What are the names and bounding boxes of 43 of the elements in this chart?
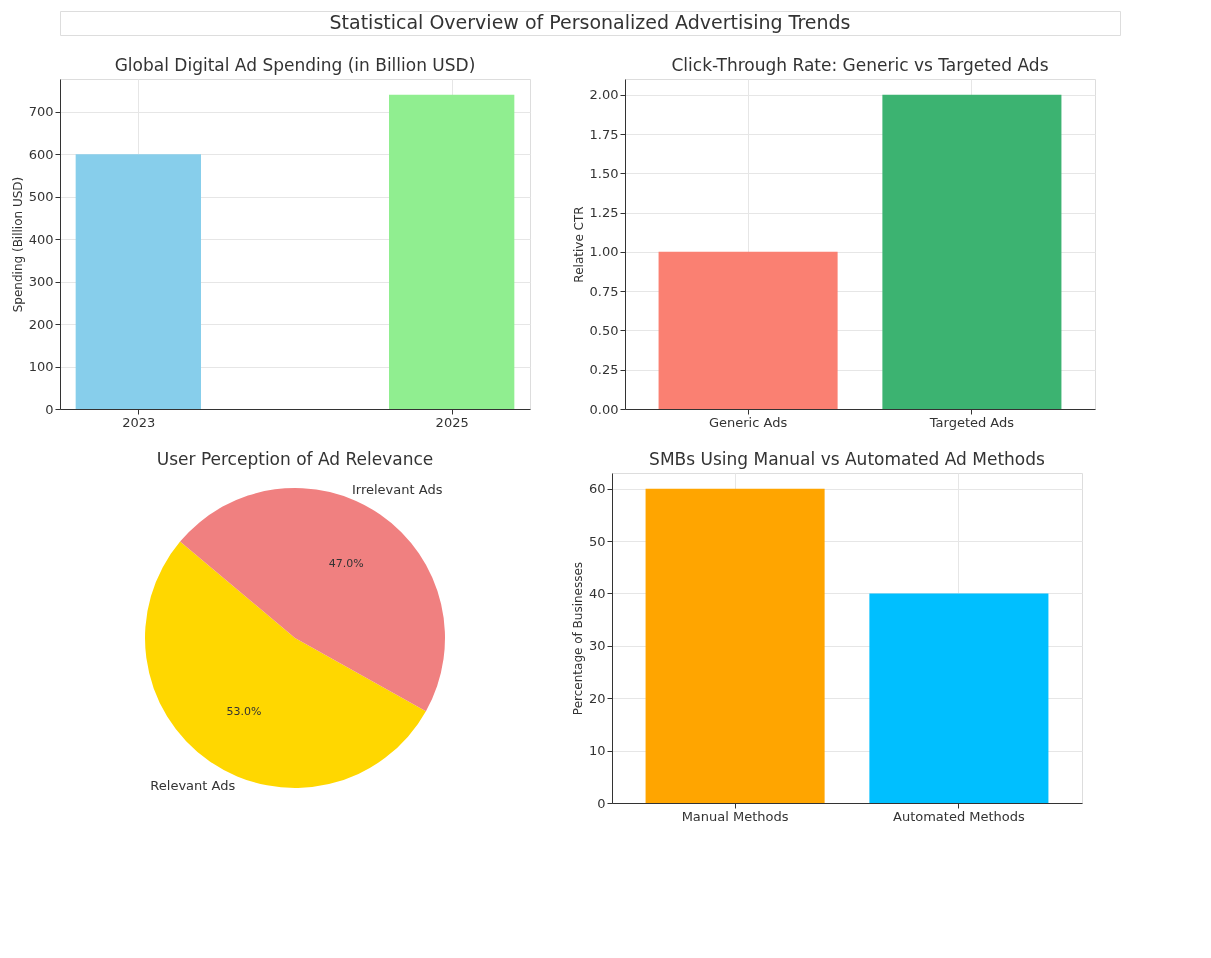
y-axis-title: Relative CTR	[571, 206, 586, 283]
y-tick-label: 400	[28, 231, 54, 247]
slice-label: Relevant Ads	[150, 778, 236, 794]
y-tick-label: 10	[588, 743, 606, 759]
y-tick-label: 1.25	[589, 205, 619, 221]
text: Statistical Overview of Personalized Advertising Trends	[329, 11, 851, 33]
y-tick-label: 0.00	[589, 401, 619, 417]
y-tick-label: 700	[28, 104, 54, 120]
y-tick-label: 60	[588, 481, 606, 497]
chart-title: Click-Through Rate: Generic vs Targeted Ads	[671, 55, 1049, 75]
y-tick-label: 50	[588, 533, 606, 549]
y-tick-label: 0	[45, 401, 54, 417]
data-label: 53.0%	[226, 705, 262, 719]
chart-title: User Perception of Ad Relevance	[156, 449, 434, 469]
x-tick-label: Generic Ads	[708, 414, 788, 430]
y-tick-label: 0.50	[589, 322, 619, 338]
y-tick-label: 30	[588, 638, 606, 654]
y-tick-label: 20	[588, 690, 606, 706]
y-tick-label: 2.00	[589, 87, 619, 103]
y-tick-label: 0.25	[589, 362, 619, 378]
chart-title: SMBs Using Manual vs Automated Ad Methods	[649, 449, 1046, 469]
x-tick-label: 2023	[122, 414, 156, 430]
y-axis-title: Percentage of Businesses	[570, 561, 585, 716]
y-tick-label: 300	[28, 274, 54, 290]
x-tick-label: 2025	[435, 414, 469, 430]
y-tick-label: 100	[28, 359, 54, 375]
x-tick-label: Automated Methods	[892, 808, 1026, 824]
y-tick-label: 1.50	[589, 165, 619, 181]
y-tick-label: 0.75	[589, 283, 619, 299]
y-tick-label: 200	[28, 316, 54, 332]
y-tick-label: 1.75	[589, 126, 619, 142]
y-tick-label: 600	[28, 146, 54, 162]
chart-title: Global Digital Ad Spending (in Billion USD)	[114, 55, 476, 75]
y-tick-label: 500	[28, 189, 54, 205]
data-label: 47.0%	[328, 556, 364, 570]
x-tick-label: Targeted Ads	[928, 414, 1015, 430]
y-tick-label: 40	[588, 585, 606, 601]
y-tick-label: 0	[597, 795, 606, 811]
slice-label: Irrelevant Ads	[351, 481, 443, 497]
pie-slice	[145, 541, 426, 788]
x-tick-label: Manual Methods	[681, 808, 789, 824]
y-axis-title: Spending (Billion USD)	[10, 176, 25, 313]
y-tick-label: 1.00	[589, 244, 619, 260]
